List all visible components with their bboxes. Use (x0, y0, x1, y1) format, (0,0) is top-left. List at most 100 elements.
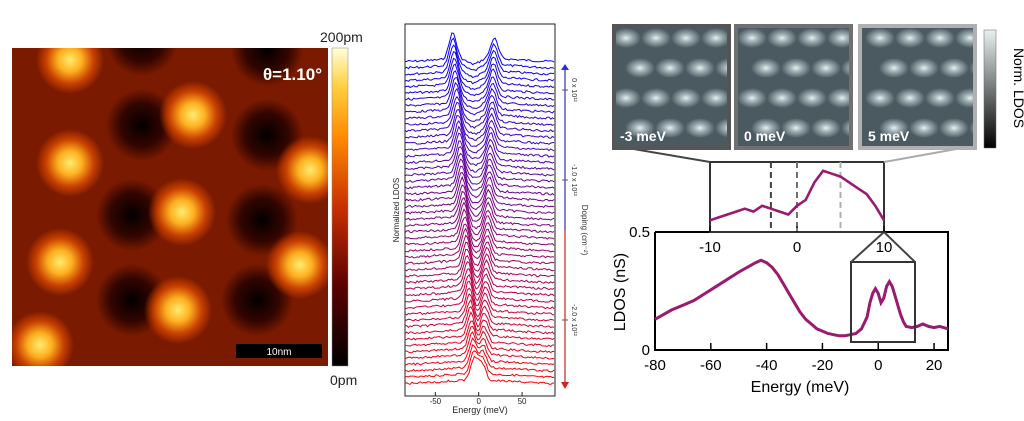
topography-depression (106, 48, 178, 76)
map-bright-spot (671, 28, 701, 48)
waterfall-trace (404, 95, 555, 129)
ldos-map-5mev (862, 28, 973, 146)
waterfall-trace (404, 119, 555, 154)
map-bright-spot (767, 88, 797, 108)
doping-axis-label: Doping (cm⁻²) (580, 205, 589, 256)
map-bright-spot (751, 118, 781, 138)
waterfall-panel: -50 0 50 Energy (meV) Normalized LDOS 0 x … (392, 23, 589, 415)
waterfall-trace (404, 298, 555, 329)
map-bright-spot (701, 88, 727, 108)
map-bright-spot (841, 59, 849, 77)
waterfall-trace (404, 184, 555, 217)
main-x-tick-label: -80 (644, 357, 666, 374)
map-bright-spot (641, 28, 671, 48)
map-bright-spot (827, 88, 849, 108)
moire-site (159, 81, 227, 149)
map-label-0: -3 meV (620, 128, 667, 144)
map-bright-spot (751, 58, 781, 78)
map-bright-spot (879, 58, 909, 78)
doping-tick-label-0: 0 x 10¹² (570, 78, 577, 102)
main-y-ticks: 00.5 (629, 224, 650, 359)
moire-site (148, 178, 216, 246)
waterfall-tick-label: 0 (476, 397, 481, 406)
doping-arrow-up (561, 64, 569, 70)
waterfall-trace (404, 81, 555, 116)
waterfall-trace (404, 108, 555, 141)
map-bright-spot (811, 58, 841, 78)
waterfall-trace (404, 171, 555, 204)
waterfall-trace (404, 241, 555, 272)
ldos-colorbar-label: Norm. LDOS (1011, 48, 1024, 128)
waterfall-tick-label: 50 (518, 397, 527, 406)
map-bright-spot (715, 58, 727, 78)
map-bright-spot (909, 58, 939, 78)
map-bright-spot (939, 58, 969, 78)
colorbar-max-label: 200pm (320, 29, 363, 45)
map-bright-spot (738, 88, 767, 108)
map-bright-spot (616, 88, 641, 108)
moire-site (266, 231, 328, 299)
waterfall-trace (404, 325, 555, 354)
waterfall-trace (404, 114, 555, 147)
map-bright-spot (685, 118, 715, 138)
map-bright-spot (955, 88, 973, 108)
waterfall-trace (404, 287, 555, 316)
twist-angle-label: θ=1.10° (263, 65, 322, 84)
waterfall-trace (404, 201, 555, 236)
map-bright-spot (797, 28, 827, 48)
waterfall-xlabel: Energy (meV) (452, 405, 508, 415)
waterfall-trace (404, 140, 555, 173)
map-bright-spot (767, 28, 797, 48)
map-bright-spot (865, 88, 895, 108)
zoom-connector-right (883, 231, 916, 263)
waterfall-trace (404, 57, 555, 91)
main-x-tick-label: -60 (700, 357, 722, 374)
map-bright-spot (641, 88, 671, 108)
map-bright-spot (715, 118, 727, 138)
map-texture (862, 28, 973, 146)
waterfall-trace (404, 63, 555, 97)
waterfall-trace (404, 320, 555, 348)
waterfall-trace (404, 51, 555, 85)
map-bright-spot (925, 88, 955, 108)
main-x-tick-label: -40 (756, 357, 778, 374)
map-bright-spot (625, 118, 655, 138)
map-frame-1 (734, 24, 853, 150)
waterfall-trace (404, 101, 555, 135)
main-ylabel: LDOS (nS) (612, 253, 629, 331)
map-bright-spot (955, 28, 973, 48)
moire-site (276, 136, 328, 204)
map-bright-spot (701, 28, 727, 48)
ldos-colorbar (983, 29, 997, 149)
waterfall-trace (404, 355, 555, 386)
main-x-tick-label: 0 (874, 357, 882, 374)
ldos-map--3mev (616, 28, 727, 146)
moire-pattern (12, 48, 328, 366)
spectroscopy-panel: -80 -60 -40 -20 0 20 00.5 Energy (meV) LDOS (… (612, 24, 1024, 396)
moire-site (36, 129, 104, 197)
main-x-tick-label: 20 (926, 357, 943, 374)
ldos-curve (654, 258, 949, 338)
waterfall-trace (404, 77, 555, 110)
inset-x-tick-label: 10 (876, 239, 893, 256)
colorbar-min-label: 0pm (330, 372, 357, 388)
height-colorbar (331, 47, 349, 367)
waterfall-trace (404, 125, 555, 160)
main-xlabel: Energy (meV) (751, 379, 850, 396)
map-frame-2 (858, 24, 977, 150)
waterfall-trace (404, 255, 555, 285)
moire-site (144, 276, 212, 344)
waterfall-trace (404, 260, 555, 291)
doping-tick-label-2: -2.0 x 10¹² (570, 304, 577, 337)
waterfall-traces (404, 32, 555, 386)
map-bright-spot (685, 58, 715, 78)
map-bright-spot (797, 88, 827, 108)
waterfall-trace (404, 190, 555, 222)
inset-x-tick-label: -10 (699, 239, 721, 256)
topography-depression (96, 179, 168, 251)
map-bright-spot (969, 121, 973, 135)
map-label-2: 5 meV (868, 128, 910, 144)
waterfall-trace (404, 305, 555, 335)
waterfall-trace (404, 152, 555, 185)
